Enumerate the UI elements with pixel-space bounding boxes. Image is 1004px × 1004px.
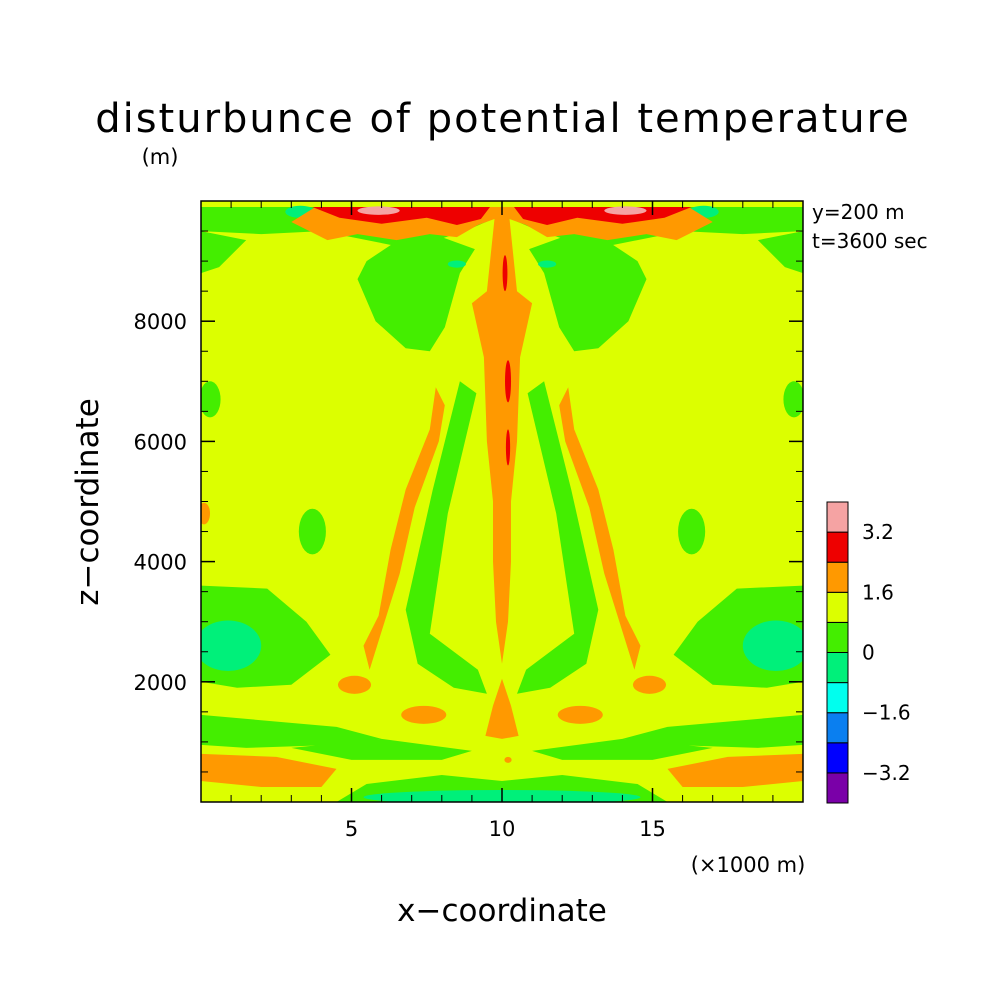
colorbar-swatch [826, 772, 849, 804]
contour-regions [201, 205, 803, 802]
contour-region [298, 508, 326, 555]
y-unit-label: (m) [142, 145, 179, 169]
chart-title: disturbunce of potential temperature [95, 96, 911, 142]
annotation-y: y=200 m [812, 200, 905, 224]
contour-region [622, 714, 803, 748]
annotation-t: t=3600 sec [812, 229, 928, 253]
x-tick-label: 5 [345, 817, 358, 841]
contour-region [201, 502, 211, 525]
contour-region [538, 260, 557, 268]
contour-region [783, 381, 803, 418]
contour-region [742, 620, 803, 671]
contour-region [505, 429, 511, 466]
y-tick-label: 8000 [134, 310, 187, 334]
contour-region [517, 381, 599, 694]
contour-region [667, 753, 803, 787]
contour-region [201, 231, 247, 274]
contour-region [291, 738, 472, 760]
x-axis-label: x−coordinate [397, 893, 607, 929]
x-tick-label: 10 [489, 817, 516, 841]
contour-region [678, 508, 706, 555]
x-minor-ticks [230, 201, 774, 802]
contour-region [514, 207, 692, 225]
contour-region [502, 255, 508, 292]
colorbar-swatch [826, 531, 849, 563]
y-minor-ticks [201, 230, 803, 773]
contour-region [485, 678, 519, 739]
contour-region [201, 620, 262, 671]
contour-region [401, 705, 447, 724]
contour-region [201, 381, 221, 418]
contour-region [604, 206, 647, 215]
x-unit-label: (×1000 m) [691, 853, 806, 877]
contour-region [312, 207, 490, 225]
colorbar-tick-label: 3.2 [862, 520, 894, 544]
contour-region [532, 738, 713, 760]
contour-region [504, 756, 512, 763]
contour-region [357, 206, 400, 215]
contour-region [405, 381, 487, 694]
colorbar-swatch [826, 561, 849, 593]
contour-region [557, 705, 603, 724]
x-tick-label: 15 [639, 817, 666, 841]
x-axis-ticks: 5 10 15 [345, 201, 666, 841]
colorbar-swatch [826, 621, 849, 654]
contour-region [757, 231, 803, 274]
colorbar-tick-label: 1.6 [862, 580, 894, 604]
plot-area [201, 201, 803, 802]
contour-region [447, 260, 466, 268]
contour-region [559, 387, 641, 670]
y-tick-label: 2000 [134, 671, 187, 695]
y-tick-label: 4000 [134, 551, 187, 575]
contour-region [632, 675, 667, 694]
contour-region [337, 675, 372, 694]
contour-region [201, 753, 337, 787]
colorbar-swatch [826, 501, 849, 533]
colorbar-swatch [826, 591, 849, 623]
colorbar-tick-label: 0 [862, 641, 875, 665]
contour-region [363, 387, 445, 670]
contour-region [505, 360, 512, 403]
colorbar-swatch [826, 652, 849, 684]
colorbar-tick-label: −3.2 [862, 761, 911, 785]
contour-region [291, 207, 713, 664]
contour-region [201, 714, 382, 748]
colorbar: −3.2 −1.6 0 1.6 3.2 [826, 501, 911, 804]
y-axis-label: z−coordinate [70, 398, 106, 606]
colorbar-swatch [826, 712, 849, 744]
y-tick-label: 6000 [134, 430, 187, 454]
y-axis-ticks: 2000 4000 6000 8000 [134, 310, 803, 695]
colorbar-swatch [826, 682, 849, 714]
contour-region [357, 237, 475, 352]
colorbar-tick-label: −1.6 [862, 701, 911, 725]
contour-region [529, 237, 647, 352]
colorbar-swatch [826, 742, 849, 774]
